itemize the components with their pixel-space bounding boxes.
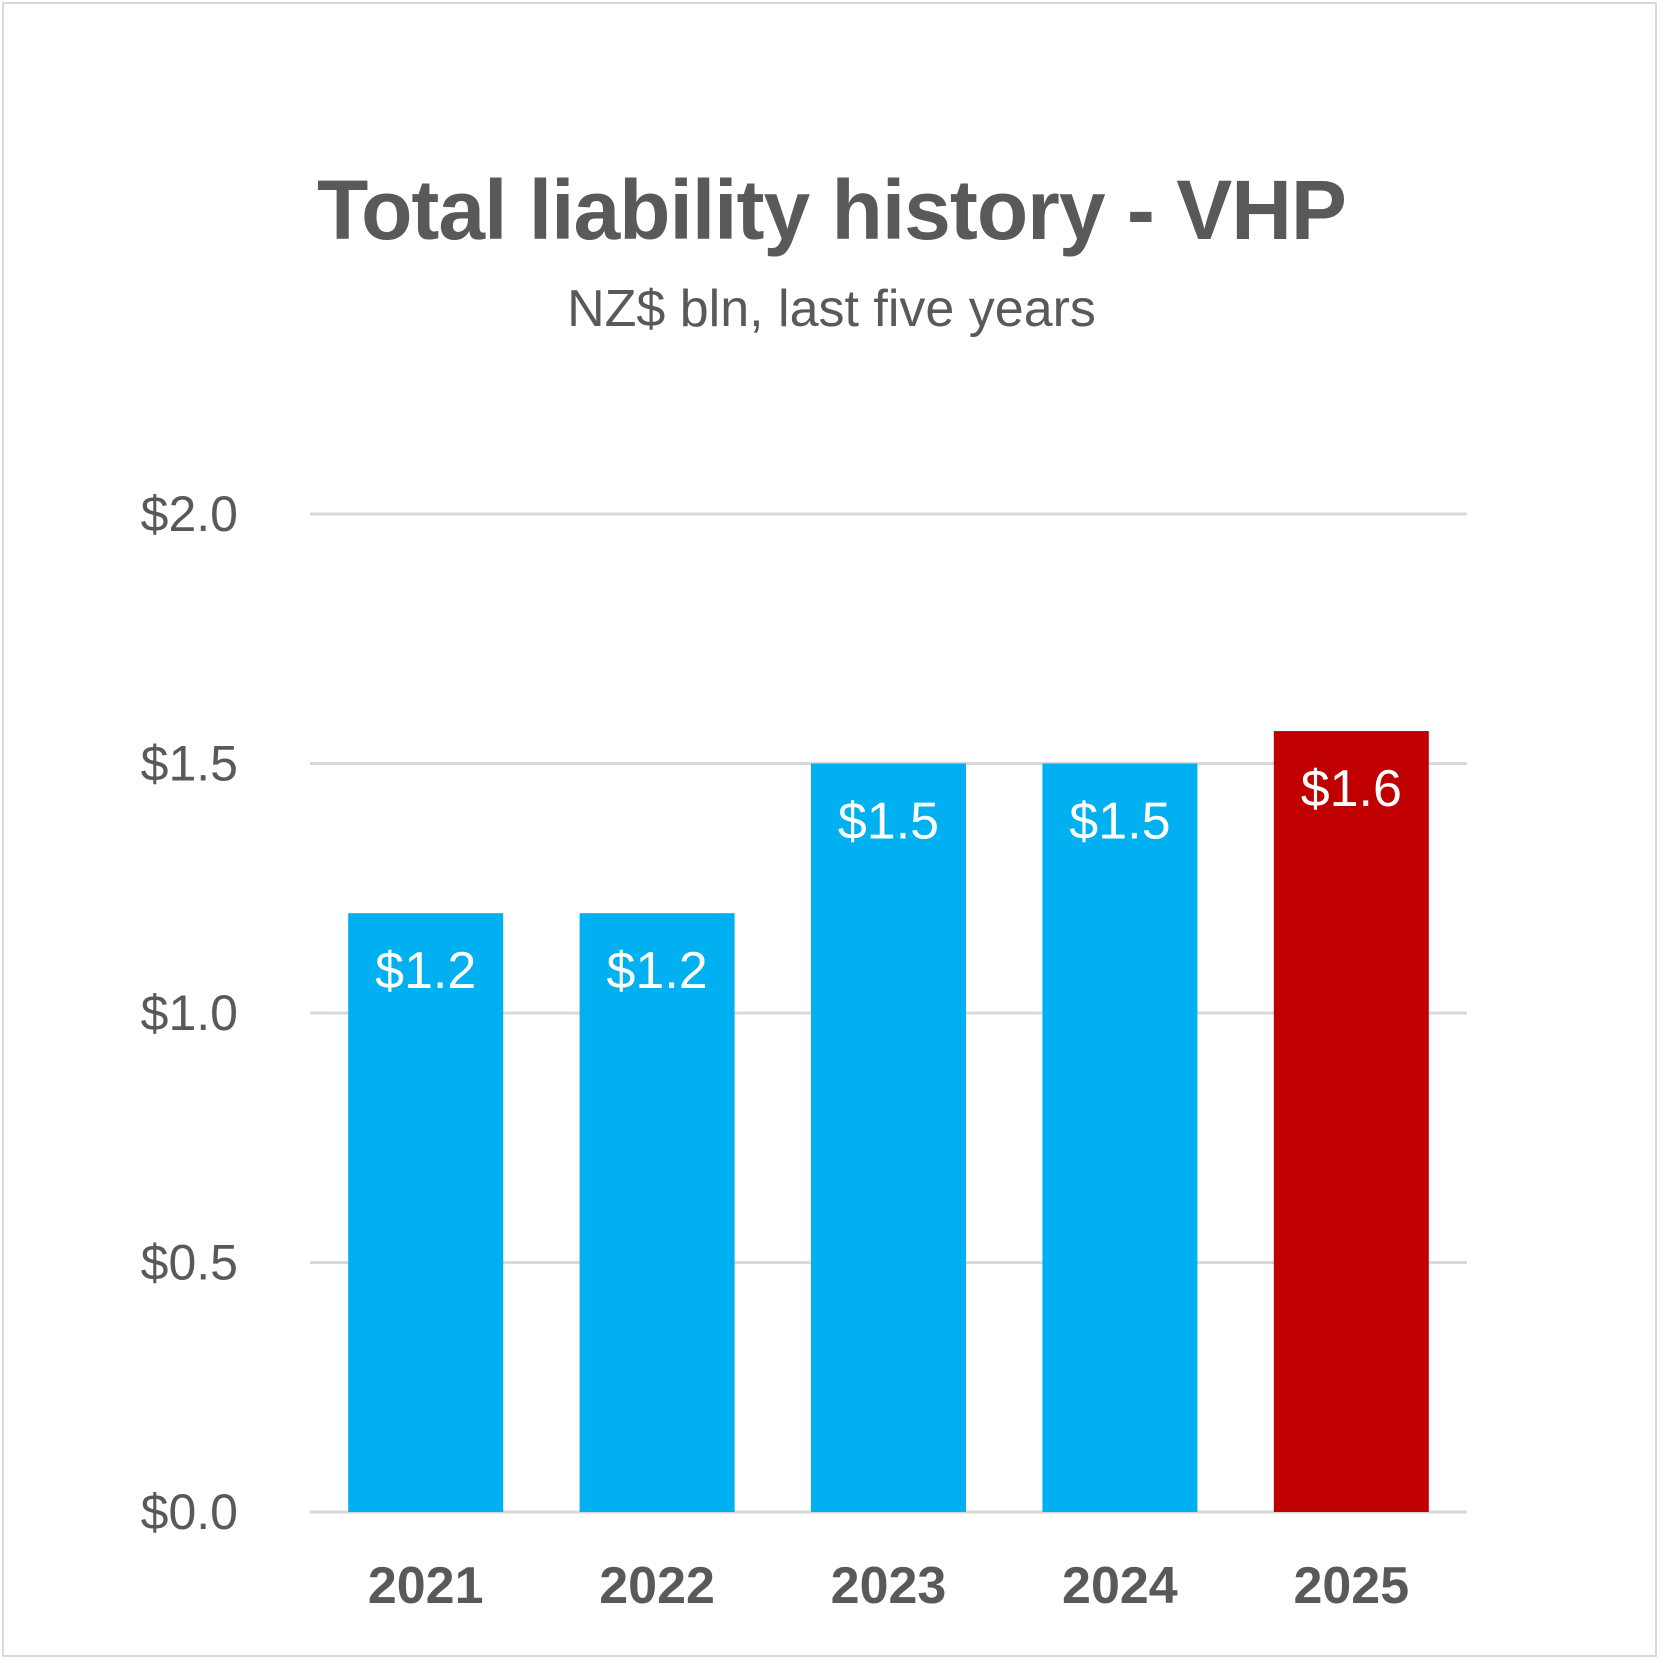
data-label-2021: $1.2 [375,942,476,1000]
bars [348,731,1429,1512]
y-tick-label: $2.0 [141,486,238,542]
bar-2024 [1042,763,1198,1512]
x-category-label: 2022 [599,1557,715,1615]
x-axis-category-labels: 2021 2022 2023 2024 2025 [368,1557,1409,1615]
chart-title: Total liability history - VHP [317,163,1347,257]
bar-2021 [348,913,504,1512]
bar-2022 [579,913,735,1512]
data-label-2022: $1.2 [606,942,707,1000]
bar-2025 [1273,731,1429,1512]
x-category-label: 2023 [831,1557,947,1615]
x-category-label: 2021 [368,1557,484,1615]
y-tick-label: $1.5 [141,736,238,792]
y-tick-label: $0.5 [141,1235,238,1291]
x-category-label: 2024 [1062,1557,1178,1615]
x-category-label: 2025 [1293,1557,1409,1615]
y-tick-label: $0.0 [141,1484,238,1540]
data-labels: $1.2 $1.2 $1.5 $1.5 $1.6 [375,760,1402,1000]
chart-subtitle: NZ$ bln, last five years [567,280,1096,338]
y-tick-label: $1.0 [141,985,238,1041]
bar-2023 [811,763,966,1512]
data-label-2024: $1.5 [1069,793,1170,851]
data-label-2023: $1.5 [838,793,939,851]
data-label-2025: $1.6 [1301,760,1402,818]
y-axis-tick-labels: $0.0 $0.5 $1.0 $1.5 $2.0 [141,486,238,1540]
